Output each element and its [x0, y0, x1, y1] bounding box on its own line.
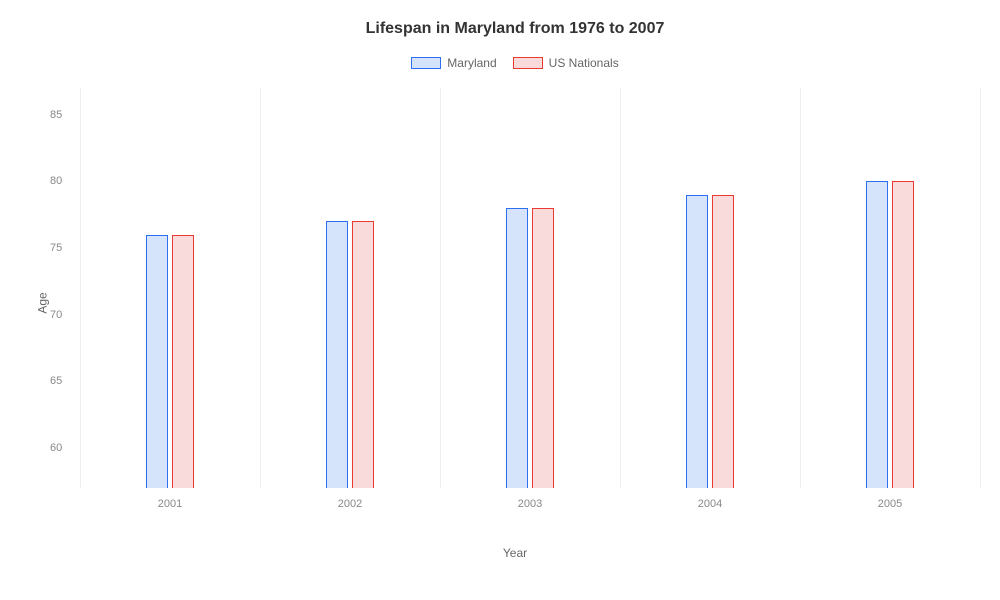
x-tick: 2001: [158, 498, 182, 510]
legend-item-maryland: Maryland: [411, 56, 496, 70]
legend-swatch-maryland: [411, 57, 441, 69]
plot-area: Age 60657075808520012002200320042005: [80, 88, 960, 518]
bar-us-nationals-2005: [892, 181, 914, 488]
y-tick: 70: [50, 309, 62, 321]
y-tick: 80: [50, 175, 62, 187]
y-tick: 65: [50, 375, 62, 387]
bar-maryland-2004: [686, 195, 708, 488]
x-tick: 2004: [698, 498, 722, 510]
x-tick: 2003: [518, 498, 542, 510]
y-tick: 85: [50, 109, 62, 121]
bar-maryland-2003: [506, 208, 528, 488]
x-tick: 2005: [878, 498, 902, 510]
chart-title: Lifespan in Maryland from 1976 to 2007: [60, 20, 970, 38]
legend-label-us-nationals: US Nationals: [549, 56, 619, 70]
grid-line: [620, 88, 621, 488]
bar-us-nationals-2002: [352, 221, 374, 488]
bar-maryland-2001: [146, 235, 168, 488]
bar-maryland-2002: [326, 221, 348, 488]
grid-line: [800, 88, 801, 488]
x-axis-label: Year: [60, 546, 970, 560]
x-tick: 2002: [338, 498, 362, 510]
y-axis-label: Age: [36, 292, 50, 313]
bar-us-nationals-2001: [172, 235, 194, 488]
y-tick: 60: [50, 442, 62, 454]
bar-us-nationals-2003: [532, 208, 554, 488]
grid-line: [80, 88, 81, 488]
y-tick: 75: [50, 242, 62, 254]
legend-swatch-us-nationals: [513, 57, 543, 69]
chart-container: Lifespan in Maryland from 1976 to 2007 M…: [0, 0, 1000, 600]
legend-label-maryland: Maryland: [447, 56, 496, 70]
grid-line: [440, 88, 441, 488]
bar-us-nationals-2004: [712, 195, 734, 488]
legend-item-us-nationals: US Nationals: [513, 56, 619, 70]
grid-line: [980, 88, 981, 488]
legend: Maryland US Nationals: [60, 56, 970, 70]
grid-line: [260, 88, 261, 488]
bar-maryland-2005: [866, 181, 888, 488]
